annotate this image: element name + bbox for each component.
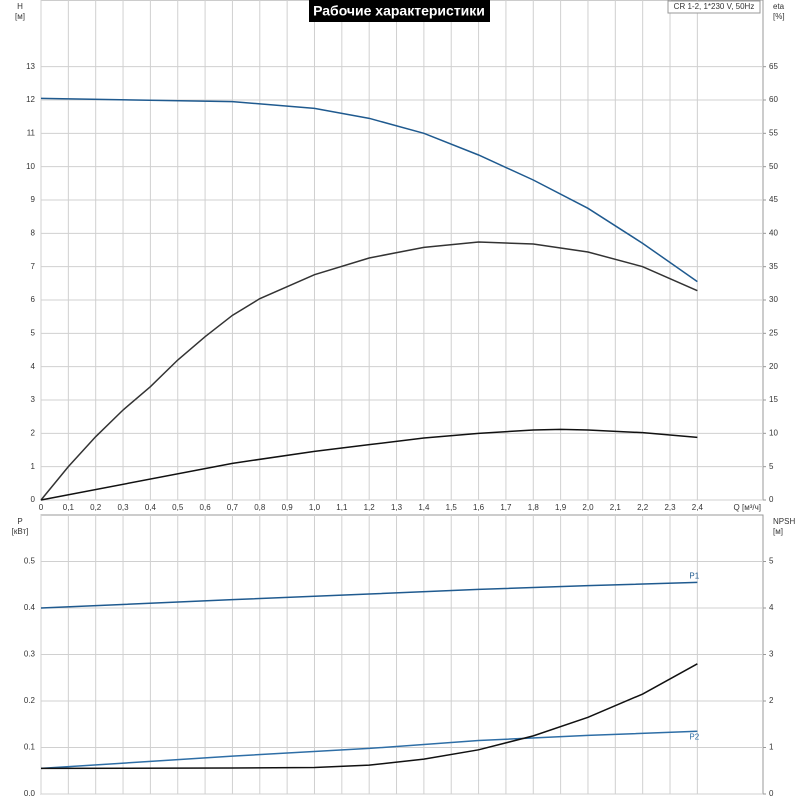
x-tick-label: 1,5 (446, 503, 458, 512)
y2-tick-label: 1 (769, 743, 774, 752)
y-tick-label: 10 (26, 162, 35, 171)
y-tick-label: 7 (31, 262, 36, 271)
data-line (40, 428, 698, 501)
x-tick-label: 0,1 (63, 503, 75, 512)
y-tick-label: 4 (31, 362, 36, 371)
y2-tick-label: 0 (769, 495, 774, 504)
y2-axis-label: NPSH (773, 517, 795, 526)
y2-axis-label: [%] (773, 12, 785, 21)
y2-tick-label: 25 (769, 328, 778, 337)
x-tick-label: 0,2 (90, 503, 102, 512)
y2-tick-label: 65 (769, 62, 778, 71)
y-tick-label: 0.3 (24, 650, 36, 659)
x-tick-label: 0,9 (282, 503, 294, 512)
chart-title: Рабочие характеристики (313, 3, 485, 19)
y2-tick-label: 30 (769, 295, 778, 304)
y2-tick-label: 3 (769, 650, 774, 659)
y-axis-label: [м] (15, 12, 25, 21)
data-line (40, 730, 698, 770)
y-tick-label: 0.1 (24, 743, 36, 752)
x-tick-label: 1,3 (391, 503, 403, 512)
x-tick-label: 1,7 (500, 503, 512, 512)
x-tick-label: 0,8 (254, 503, 266, 512)
y-tick-label: 9 (31, 195, 36, 204)
x-tick-label: 0,3 (117, 503, 129, 512)
y-tick-label: 0 (31, 495, 36, 504)
y-tick-label: 6 (31, 295, 36, 304)
x-tick-label: 2,2 (637, 503, 649, 512)
y-tick-label: 0.0 (24, 789, 36, 798)
data-line (40, 663, 698, 770)
y-tick-label: 8 (31, 228, 36, 237)
y2-tick-label: 45 (769, 195, 778, 204)
x-tick-label: 2,4 (692, 503, 704, 512)
y-tick-label: 1 (31, 462, 36, 471)
y2-axis-label: eta (773, 2, 785, 11)
y-tick-label: 0.5 (24, 557, 36, 566)
y2-tick-label: 20 (769, 362, 778, 371)
x-tick-label: 2,0 (582, 503, 594, 512)
plot-area (40, 0, 764, 501)
x-tick-label: 2,1 (610, 503, 622, 512)
y2-tick-label: 40 (769, 228, 778, 237)
y2-tick-label: 0 (769, 789, 774, 798)
x-tick-label: 1,2 (364, 503, 376, 512)
y-tick-label: 13 (26, 62, 35, 71)
x-tick-label: 1,1 (336, 503, 348, 512)
subtitle-box (667, 0, 761, 14)
y2-tick-label: 50 (769, 162, 778, 171)
y-axis-label: P (17, 517, 22, 526)
y2-tick-label: 15 (769, 395, 778, 404)
y2-tick-label: 60 (769, 95, 778, 104)
x-tick-label: 0,7 (227, 503, 239, 512)
y-tick-label: 11 (27, 128, 36, 137)
series-label: P2 (689, 732, 699, 741)
y-axis-label: [кВт] (12, 527, 29, 536)
x-tick-label: 0 (39, 503, 44, 512)
y2-axis-label: [м] (773, 527, 783, 536)
data-line (40, 241, 698, 501)
data-line (40, 97, 698, 283)
x-tick-label: 1,6 (473, 503, 485, 512)
x-tick-label: 0,4 (145, 503, 157, 512)
x-tick-label: 1,8 (528, 503, 540, 512)
x-tick-label: 1,9 (555, 503, 567, 512)
y2-tick-label: 55 (769, 128, 778, 137)
chart-subtitle: CR 1-2, 1*230 V, 50Hz (674, 2, 755, 11)
y2-tick-label: 35 (769, 262, 778, 271)
y2-tick-label: 5 (769, 557, 774, 566)
y-tick-label: 3 (31, 395, 36, 404)
y-tick-label: 5 (31, 328, 36, 337)
x-tick-label: 2,3 (664, 503, 676, 512)
y-tick-label: 0.2 (24, 696, 36, 705)
x-tick-label: 1,4 (418, 503, 430, 512)
x-tick-label: 0,5 (172, 503, 184, 512)
y2-tick-label: 5 (769, 462, 774, 471)
y-tick-label: 0.4 (24, 603, 36, 612)
data-line (40, 581, 698, 609)
y2-tick-label: 4 (769, 603, 774, 612)
x-tick-label: 1,0 (309, 503, 321, 512)
title-box (309, 0, 490, 22)
x-axis-label: Q [м³/ч] (734, 503, 761, 512)
x-tick-label: 0,6 (200, 503, 212, 512)
y2-tick-label: 10 (769, 428, 778, 437)
y2-tick-label: 2 (769, 696, 774, 705)
y-axis-label: H (17, 2, 23, 11)
series-label: P1 (689, 572, 699, 581)
y-tick-label: 2 (31, 428, 36, 437)
y-tick-label: 12 (26, 95, 35, 104)
